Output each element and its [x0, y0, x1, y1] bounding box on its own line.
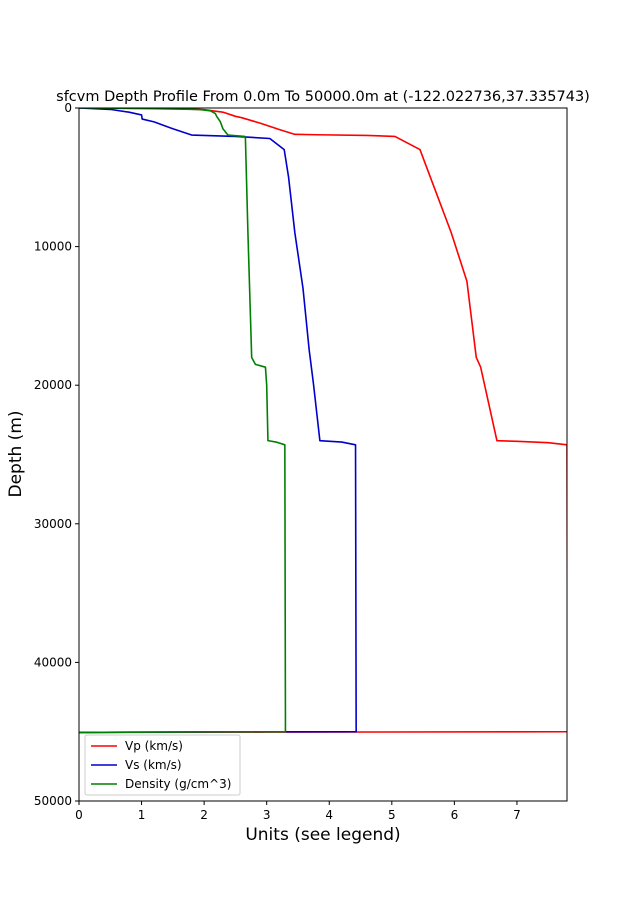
x-tick-label: 0: [75, 808, 83, 822]
x-tick-label: 5: [388, 808, 396, 822]
legend-item: Vs (km/s): [91, 758, 182, 772]
legend-label: Vp (km/s): [125, 739, 183, 753]
x-tick-label: 4: [325, 808, 333, 822]
y-tick-label: 10000: [34, 240, 72, 254]
y-tick-label: 50000: [34, 794, 72, 808]
series-line-0: [79, 108, 567, 734]
chart-title: sfcvm Depth Profile From 0.0m To 50000.0…: [56, 89, 590, 105]
plot-frame: [78, 107, 568, 802]
x-tick-label: 7: [513, 808, 521, 822]
x-tick-label: 3: [263, 808, 271, 822]
legend-label: Density (g/cm^3): [125, 777, 231, 791]
legend-item: Density (g/cm^3): [91, 777, 231, 791]
x-tick-label: 2: [200, 808, 208, 822]
series-lines: [79, 108, 567, 734]
x-axis: 0 1 2 3 4 5 6 7: [75, 801, 521, 822]
y-axis: 0 10000 20000 30000 40000 50000: [34, 101, 79, 808]
legend-label: Vs (km/s): [125, 758, 182, 772]
y-tick-label: 20000: [34, 378, 72, 392]
y-axis-title: Depth (m): [6, 410, 26, 497]
y-tick-label: 40000: [34, 655, 72, 669]
legend: Vp (km/s) Vs (km/s) Density (g/cm^3): [84, 734, 241, 796]
series-line-2: [79, 108, 287, 734]
x-axis-title: Units (see legend): [245, 825, 400, 845]
legend-box: [84, 734, 241, 796]
x-tick-label: 1: [138, 808, 146, 822]
x-tick-label: 6: [451, 808, 459, 822]
y-tick-label: 30000: [34, 517, 72, 531]
y-tick-label: 0: [64, 101, 72, 115]
series-line-1: [79, 108, 357, 734]
plot-area: [78, 107, 568, 802]
legend-item: Vp (km/s): [91, 739, 183, 753]
